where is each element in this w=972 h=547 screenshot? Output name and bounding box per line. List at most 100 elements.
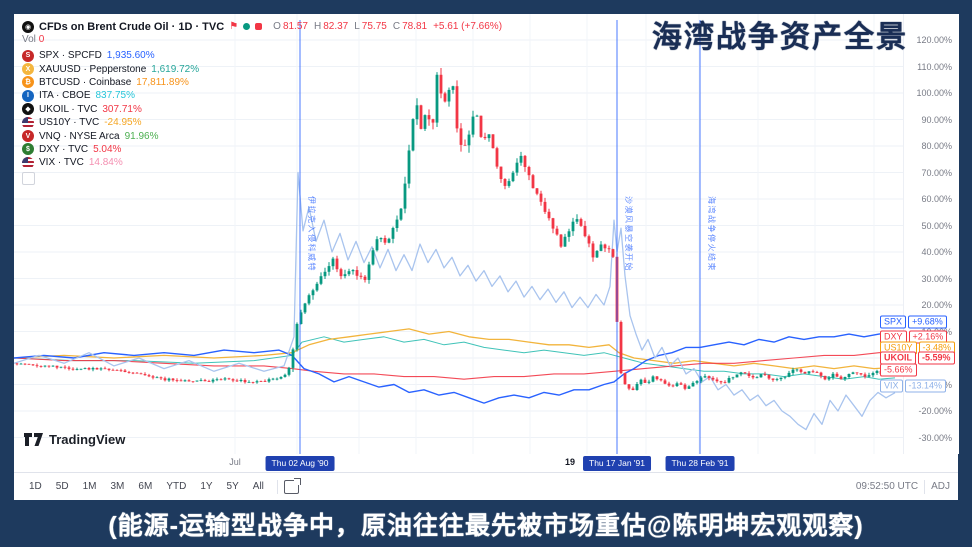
chart-plot-canvas[interactable]: 伊拉克入侵科威特 沙漠风暴空袭开始 海湾战争停火结束	[14, 14, 903, 460]
visibility-up-dot-icon[interactable]	[243, 23, 251, 30]
symbol-ticker: ITA · CBOE	[39, 90, 91, 102]
symbol-ticker: SPX · SPCFD	[39, 50, 102, 62]
axis-tick-label: 10.00%	[921, 326, 952, 337]
us10y-logo-icon	[22, 116, 34, 129]
axis-tick-label: -30.00%	[918, 432, 952, 443]
axis-tick-label: 40.00%	[921, 247, 952, 257]
range-button-1y[interactable]: 1Y	[200, 481, 213, 492]
btcusd-logo-icon: ₿	[22, 76, 34, 89]
volume-value: 0	[38, 34, 45, 45]
toolbar-divider	[276, 479, 278, 494]
symbol-change: 307.71%	[102, 103, 142, 115]
xauusd-logo-icon: X	[22, 63, 34, 76]
ohlc-value: 75.75	[361, 21, 387, 32]
axis-tick-label: 90.00%	[921, 114, 952, 125]
range-button-1d[interactable]: 1D	[29, 481, 42, 492]
svg-text:伊拉克入侵科威特: 伊拉克入侵科威特	[307, 196, 317, 272]
vix-logo-icon	[22, 156, 34, 169]
time-axis-label: 19	[564, 457, 576, 467]
dxy-logo-icon: $	[22, 143, 34, 156]
volume-row: Vol 0	[22, 34, 502, 47]
axis-tick-label: 0.00%	[926, 353, 952, 363]
axis-tick-label: 30.00%	[921, 273, 952, 284]
ohlc-value: 81.57	[282, 21, 308, 32]
legend-symbol-row-us10y[interactable]: US10Y · TVC -24.95%	[22, 116, 502, 129]
axis-tick-label: -10.00%	[918, 379, 952, 390]
symbol-ticker: VNQ · NYSE Arca	[39, 130, 120, 142]
symbol-ticker: UKOIL · TVC	[39, 103, 98, 115]
svg-text:海湾战争停火结束: 海湾战争停火结束	[707, 196, 717, 272]
axis-tick-label: 120.00%	[916, 35, 952, 45]
ukoil-logo-icon: ◆	[22, 103, 34, 116]
symbol-change: 91.96%	[124, 130, 159, 142]
range-button-5d[interactable]: 5D	[55, 481, 69, 492]
legend-symbol-row-xauusd[interactable]: X XAUUSD · Pepperstone 1,619.72%	[22, 62, 502, 76]
symbol-ticker: US10Y · TVC	[39, 117, 100, 129]
range-button-5y[interactable]: 5Y	[226, 481, 239, 492]
overlay-title: 海湾战争资产全景	[652, 21, 908, 54]
spx-logo-icon: S	[22, 49, 34, 62]
symbol-ticker: XAUUSD · Pepperstone	[39, 63, 147, 75]
legend-symbol-row-spx[interactable]: S SPX · SPCFD 1,935.60%	[22, 49, 502, 62]
axis-tick-label: -20.00%	[918, 406, 952, 416]
svg-text:沙漠风暴空袭开始: 沙漠风暴空袭开始	[624, 196, 634, 272]
symbol-list: S SPX · SPCFD 1,935.60% X XAUUSD · Peppersto…	[22, 49, 502, 170]
ohlc-key: C	[392, 21, 401, 32]
volume-label: Vol	[22, 34, 36, 45]
legend-symbol-row-ita[interactable]: I ITA · CBOE 837.75%	[22, 89, 502, 102]
bottom-caption: (能源-运输型战争中，原油往往最先被市场重估@陈明坤宏观观察)	[108, 511, 864, 540]
range-buttons: 1D 5D 1M 3M 6M YTD 1Y 5Y All	[22, 479, 271, 494]
visibility-down-square-icon[interactable]	[255, 23, 263, 30]
right-axis[interactable]: 120.00% 110.00% 100.00% 90.00% 80.00% 70.00% 6…	[903, 14, 959, 454]
range-button-6m[interactable]: 6M	[138, 481, 153, 492]
main-symbol-row[interactable]: ◉ CFDs on Brent Crude Oil · 1D · TVC ⚑ O…	[22, 19, 502, 34]
symbol-ticker: VIX · TVC	[39, 157, 84, 169]
adjust-toggle[interactable]: ADJ	[931, 481, 950, 492]
legend-symbol-row-btcusd[interactable]: ₿ BTCUSD · Coinbase 17,811.89%	[22, 76, 502, 89]
event-date-box-1[interactable]: Thu 02 Aug '90	[265, 456, 335, 471]
time-axis-label: Jul	[229, 457, 241, 467]
symbol-change: 837.75%	[95, 90, 135, 102]
chart-window: 伊拉克入侵科威特 沙漠风暴空袭开始 海湾战争停火结束 120.00% 110.00% 1…	[14, 14, 959, 500]
ohlc-key: H	[313, 21, 322, 32]
vnq-logo-icon: V	[22, 130, 34, 143]
ita-logo-icon: I	[22, 89, 34, 102]
legend-more-icon[interactable]	[22, 171, 35, 185]
go-to-date-icon[interactable]	[283, 477, 301, 494]
symbol-ticker: DXY · TVC	[39, 143, 89, 155]
symbol-change: 5.04%	[93, 143, 122, 155]
bottom-toolbar: 1D 5D 1M 3M 6M YTD 1Y 5Y All 09:52:50 UTC ADJ	[14, 472, 958, 500]
range-button-all[interactable]: All	[252, 481, 264, 492]
symbol-change: 14.84%	[88, 157, 123, 169]
time-axis[interactable]: Jul 19	[14, 454, 903, 472]
range-button-3m[interactable]: 3M	[110, 481, 125, 492]
symbol-change: 1,935.60%	[106, 50, 155, 62]
event-date-box-3[interactable]: Thu 28 Feb '91	[665, 456, 735, 471]
symbol-change: 1,619.72%	[151, 63, 200, 75]
axis-tick-label: 70.00%	[921, 167, 952, 178]
symbol-change: -24.95%	[104, 117, 142, 129]
event-date-box-2[interactable]: Thu 17 Jan '91	[583, 456, 651, 471]
axis-tick-label: 80.00%	[921, 141, 952, 151]
toolbar-divider-2	[924, 479, 926, 494]
legend-symbol-row-ukoil[interactable]: ◆ UKOIL · TVC 307.71%	[22, 103, 502, 116]
legend-symbol-row-vix[interactable]: VIX · TVC 14.84%	[22, 156, 502, 169]
ohlc-values: O 81.57 H 82.37 L 75.75 C 78.81 +5.61 (+7.66%)	[273, 21, 502, 32]
main-legend: ◉ CFDs on Brent Crude Oil · 1D · TVC ⚑ O…	[22, 19, 502, 185]
axis-tick-label: 20.00%	[921, 300, 952, 310]
range-button-1m[interactable]: 1M	[82, 481, 97, 492]
ohlc-change: +5.61 (+7.66%)	[433, 21, 503, 32]
tradingview-logo-icon	[24, 433, 43, 446]
axis-tick-label: 50.00%	[921, 220, 952, 231]
legend-symbol-row-dxy[interactable]: $ DXY · TVC 5.04%	[22, 143, 502, 156]
brent-source-icon: ◉	[22, 20, 34, 33]
flag-marker-icon[interactable]: ⚑	[229, 20, 239, 32]
tradingview-logo[interactable]: TradingView	[24, 432, 125, 447]
ohlc-value: 78.81	[402, 21, 428, 32]
symbol-change: 17,811.89%	[136, 76, 189, 88]
ohlc-value: 82.37	[323, 21, 349, 32]
legend-symbol-row-vnq[interactable]: V VNQ · NYSE Arca 91.96%	[22, 129, 502, 143]
range-button-ytd[interactable]: YTD	[166, 481, 187, 492]
axis-tick-label: 60.00%	[921, 194, 952, 204]
clock-utc[interactable]: 09:52:50 UTC	[855, 481, 919, 492]
